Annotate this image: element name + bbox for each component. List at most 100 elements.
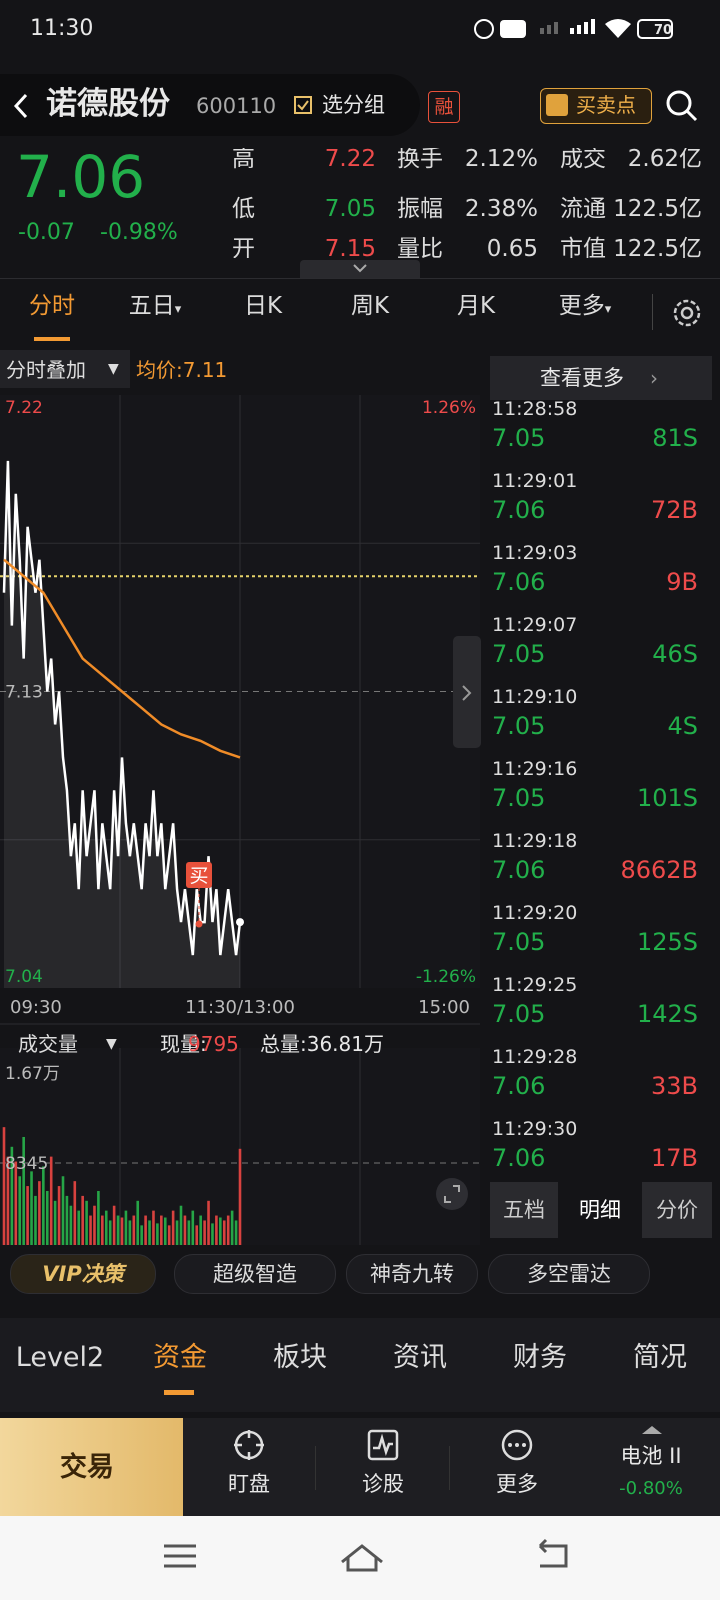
collapse-handle[interactable] xyxy=(300,260,420,278)
period-tab[interactable]: 日K xyxy=(243,293,283,319)
now-volume: 9795 xyxy=(188,1032,239,1056)
tick-time: 11:29:18 xyxy=(492,830,578,852)
volume-bar xyxy=(38,1181,41,1245)
tool-chip[interactable]: 神奇九转 xyxy=(346,1254,478,1294)
pct-bottom: -1.26% xyxy=(416,967,476,987)
divider xyxy=(0,278,720,279)
volume-bar xyxy=(203,1220,206,1245)
volume-bar xyxy=(199,1215,202,1245)
stat-label: 高 xyxy=(232,148,255,172)
volume-bar xyxy=(61,1176,65,1245)
tick-volume: 142S xyxy=(636,1000,698,1028)
tick-price: 7.05 xyxy=(492,712,546,740)
now-volume-label: 现量: xyxy=(160,1032,207,1056)
stat-value: 2.12% xyxy=(464,148,538,172)
period-tab[interactable]: 更多▾ xyxy=(558,293,612,319)
header-pill xyxy=(0,74,420,136)
section-tab[interactable]: 板块 xyxy=(273,1342,327,1373)
system-nav-icons[interactable] xyxy=(0,1516,720,1600)
period-tab[interactable]: 五日▾ xyxy=(128,293,182,319)
trade-button[interactable] xyxy=(0,1418,183,1516)
volume-bar xyxy=(191,1210,195,1245)
section-tab[interactable]: 简况 xyxy=(633,1342,687,1373)
index-pct: -0.80% xyxy=(619,1478,683,1499)
period-tab[interactable]: 周K xyxy=(350,293,390,319)
section-tab[interactable]: 财务 xyxy=(513,1342,567,1373)
collapse-arrow xyxy=(353,264,367,273)
volume-bar xyxy=(93,1205,96,1245)
tick-price: 7.06 xyxy=(492,496,546,524)
overlay-label: 分时叠加 xyxy=(6,358,86,382)
more-ticks-button[interactable] xyxy=(490,356,712,400)
divider xyxy=(652,294,653,330)
volume-bar xyxy=(163,1217,167,1245)
volume-bar xyxy=(160,1215,163,1245)
overlay-button[interactable] xyxy=(0,350,130,388)
tool-chip[interactable]: VIP决策 xyxy=(10,1254,156,1294)
divider xyxy=(315,1446,316,1490)
nav-item[interactable]: 盯盘 xyxy=(228,1472,270,1496)
volume-bar xyxy=(148,1220,151,1245)
tool-chip[interactable]: 多空雷达 xyxy=(488,1254,650,1294)
search-button[interactable] xyxy=(664,88,700,124)
tick-time: 11:29:25 xyxy=(492,974,578,996)
period-tab[interactable]: 月K xyxy=(456,293,496,319)
volume-bar xyxy=(230,1210,234,1245)
tick-volume: 17B xyxy=(650,1144,698,1172)
status-time: 11:30 xyxy=(30,16,94,41)
group-button[interactable]: 选分组 xyxy=(322,93,385,117)
tick-price: 7.05 xyxy=(492,424,546,452)
section-tab[interactable]: 资讯 xyxy=(393,1342,447,1373)
back-button[interactable] xyxy=(10,92,34,120)
volume-bar xyxy=(22,1136,25,1245)
volume-bar xyxy=(152,1210,155,1245)
volume-bar xyxy=(179,1205,183,1245)
pct-top: 1.26% xyxy=(422,398,476,418)
stat-value: 2.62亿 xyxy=(627,148,702,172)
trade-point-label: 买卖点 xyxy=(576,93,636,117)
volume-bar xyxy=(140,1225,143,1245)
tick-time: 11:29:16 xyxy=(492,758,578,780)
volume-bar xyxy=(116,1215,120,1245)
stat-value: 2.38% xyxy=(464,196,538,222)
volume-bar xyxy=(175,1220,179,1245)
intraday-chart: 买 7.22 1.26% 7.13 7.04 -1.26% 09:30 11:30/13:00… xyxy=(0,395,481,1245)
volume-bar xyxy=(171,1210,175,1245)
volume-bar xyxy=(42,1166,45,1245)
section-tabs: Level2 资金 板块 资讯 财务 简况 xyxy=(0,1330,720,1400)
volume-bar xyxy=(30,1171,33,1245)
tick-volume: 8662B xyxy=(620,856,698,884)
avg-line xyxy=(3,558,241,759)
price: 7.06 xyxy=(16,143,146,211)
ticks-tab[interactable]: 分价 xyxy=(642,1182,712,1238)
ticks-tab[interactable]: 五档 xyxy=(490,1182,558,1238)
tick-price: 7.06 xyxy=(492,1072,546,1100)
nav-item[interactable]: 诊股 xyxy=(362,1472,404,1496)
volume-bar xyxy=(77,1210,81,1245)
section-tab[interactable]: 资金 xyxy=(153,1342,207,1373)
stock-name: 诺德股份 xyxy=(46,86,170,122)
status-icons xyxy=(474,19,673,39)
tool-chip[interactable]: 超级智造 xyxy=(174,1254,336,1294)
settings-button[interactable] xyxy=(670,296,704,330)
nav-icon xyxy=(367,1429,399,1461)
nav-item[interactable]: 更多 xyxy=(496,1472,538,1496)
trade-label: 交易 xyxy=(60,1452,114,1483)
volume-bar xyxy=(156,1223,159,1245)
volume-bar xyxy=(14,1161,18,1245)
ticks-tabs: 五档 明细 分价 xyxy=(490,1182,712,1238)
stat-label: 量比 xyxy=(397,236,443,259)
volume-bar xyxy=(34,1195,37,1245)
tick-price: 7.05 xyxy=(492,640,546,668)
volume-top: 1.67万 xyxy=(5,1064,60,1084)
nav-items: 盯盘 诊股 更多 xyxy=(183,1418,583,1516)
period-tab[interactable]: 分时 xyxy=(29,293,75,319)
volume-bar xyxy=(108,1220,112,1245)
section-tab[interactable]: Level2 xyxy=(15,1342,105,1373)
volume-bar xyxy=(120,1217,124,1245)
ticks-tab[interactable]: 明细 xyxy=(579,1198,621,1222)
volume-bar xyxy=(45,1190,49,1245)
volume-bar xyxy=(81,1195,84,1245)
stat-value: 7.15 xyxy=(324,236,376,259)
volume-bar xyxy=(207,1200,210,1245)
